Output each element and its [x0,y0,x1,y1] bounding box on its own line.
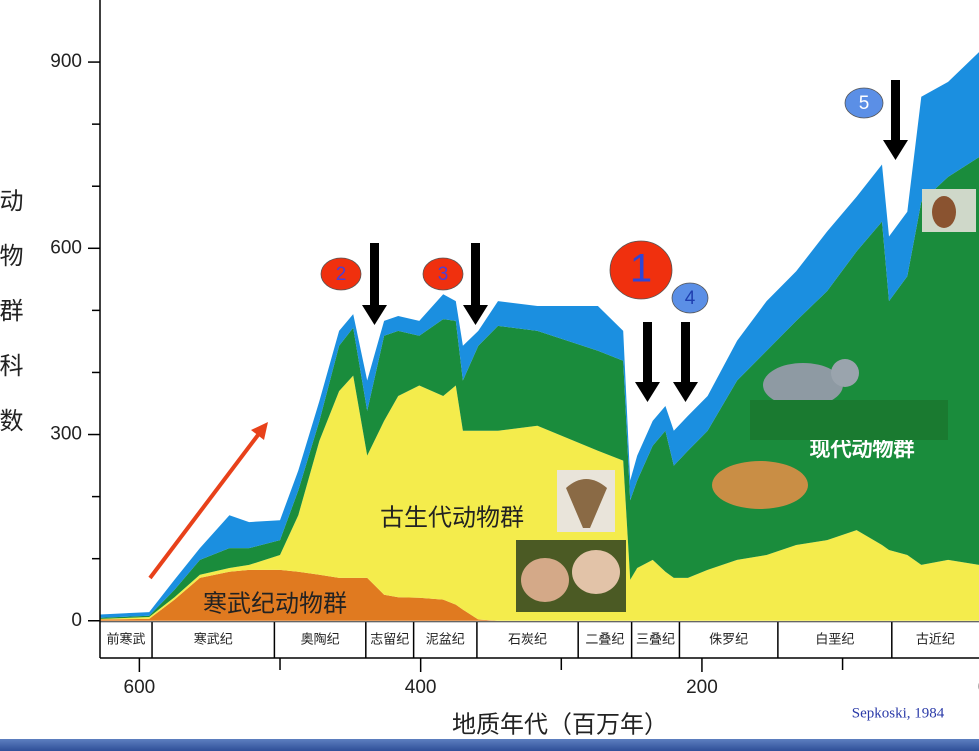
period-label: 前寒武 [107,631,146,646]
y-tick-label: 0 [71,610,82,631]
shell [572,550,620,594]
illustrations [516,189,976,612]
x-tick-label: 0 [978,677,979,698]
area [100,375,979,621]
areas: 寒武纪动物群 古生代动物群 现代动物群 [100,52,979,621]
period-label: 侏罗纪 [709,631,748,646]
arrow [673,322,698,402]
period-label: 石炭纪 [508,631,547,646]
arrow [883,80,908,160]
fossil-shape [566,479,607,528]
trend-arrow-head [251,422,268,440]
bottom-bar [0,739,979,751]
event-badge [844,87,884,119]
period-label: 奥陶纪 [301,631,340,646]
axes: 前寒武 寒武纪 奥陶纪 志留纪 泥盆纪 石炭纪 二叠纪 三叠纪 侏罗纪 白垩纪 古近纪 0 300 600… [50,0,979,698]
event-badge [320,257,362,291]
dinosaur [763,363,843,407]
series-label: 寒武纪动物群 [203,591,347,618]
face [932,196,956,228]
event-label: 5 [859,93,870,114]
event-label: 3 [438,264,449,285]
trend-arrow [148,433,260,580]
period-label: 白垩纪 [815,631,854,646]
event-badge [422,257,464,291]
event-badge [671,282,709,314]
event-label: 4 [685,288,696,309]
arrows [148,80,908,580]
event-label: 1 [630,247,652,291]
y-axis-title: 动物群科数 [0,188,21,463]
period-label: 二叠纪 [585,631,624,646]
source: Sepkoski, 1984 [852,705,945,721]
period-label: 寒武纪 [194,631,233,646]
arrow [463,243,488,325]
series-label: 现代动物群 [810,437,915,461]
events: 1 2 3 4 5 [320,87,884,314]
period-label: 古近纪 [916,631,955,646]
y-tick-label: 300 [50,424,82,445]
label-box [750,400,948,440]
dinosaur-head [831,359,859,387]
x-axis-title: 地质年代（百万年） [452,712,668,739]
triceratops [712,461,808,509]
x-tick-label: 600 [124,677,156,698]
shell [521,558,569,602]
event-badge [609,240,673,300]
x-tick-label: 200 [686,677,718,698]
period-label: 泥盆纪 [426,631,465,646]
period-band [100,621,979,658]
period-label: 三叠纪 [636,631,675,646]
area [100,569,979,621]
x-tick-label: 400 [405,677,437,698]
arrow [362,243,387,325]
series-label: 古生代动物群 [380,505,524,532]
y-tick-label: 900 [50,51,82,72]
y-tick-label: 600 [50,237,82,258]
event-label: 2 [336,264,347,285]
period-label: 志留纪 [370,631,409,646]
arrow [635,322,660,402]
